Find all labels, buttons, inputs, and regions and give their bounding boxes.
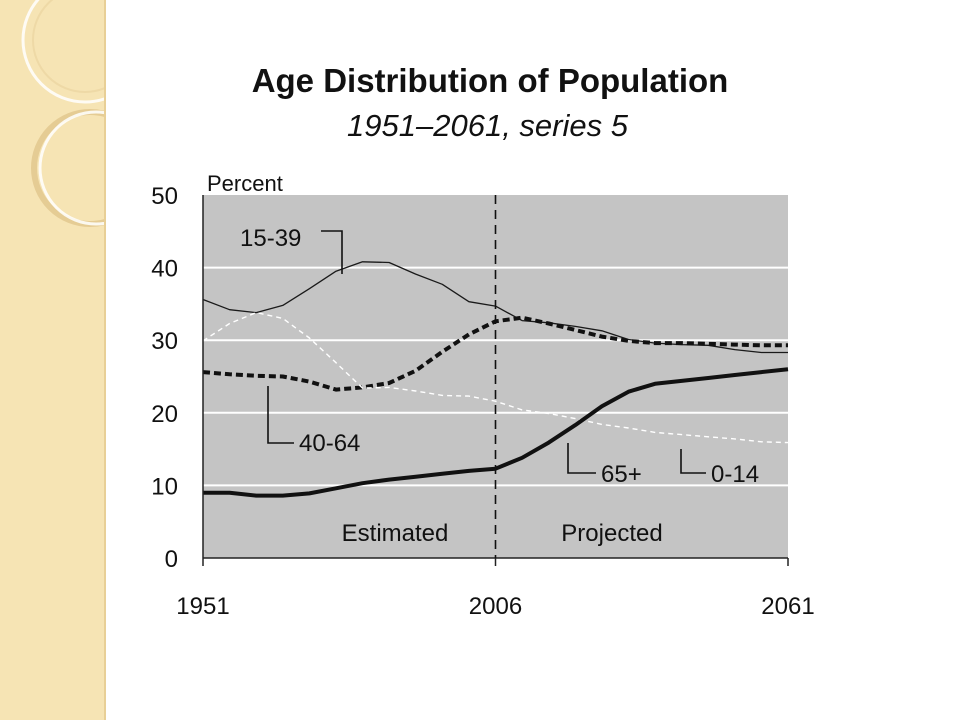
chart-subtitle: 1951–2061, series 5 — [347, 108, 628, 143]
y-axis-label: Percent — [207, 171, 283, 196]
y-tick-label: 10 — [151, 473, 178, 500]
y-tick-label: 40 — [151, 256, 178, 283]
y-tick-label: 50 — [151, 183, 178, 210]
series-callout-label: 40-64 — [299, 430, 360, 457]
y-tick-label: 20 — [151, 401, 178, 428]
region-label-projected: Projected — [561, 520, 662, 547]
series-callout-label: 15-39 — [240, 225, 301, 252]
callout-leader-line — [567, 443, 596, 474]
decorative-circles — [21, 0, 104, 227]
series-callout-label: 65+ — [601, 461, 642, 488]
x-tick-label: 2006 — [469, 593, 522, 620]
y-tick-label: 0 — [165, 546, 178, 573]
x-tick-label: 2061 — [761, 593, 814, 620]
series-callout-label: 0-14 — [711, 461, 759, 488]
callout-leader-line — [680, 449, 706, 474]
series-line-0-14 — [202, 311, 789, 444]
x-tick-label: 1951 — [176, 593, 229, 620]
chart-title: Age Distribution of Population — [251, 62, 729, 99]
decorative-side-band — [0, 0, 106, 720]
region-label-estimated: Estimated — [342, 520, 449, 547]
callout-leader-line — [321, 230, 343, 274]
y-tick-label: 30 — [151, 328, 178, 355]
callout-leader-line — [267, 386, 294, 444]
